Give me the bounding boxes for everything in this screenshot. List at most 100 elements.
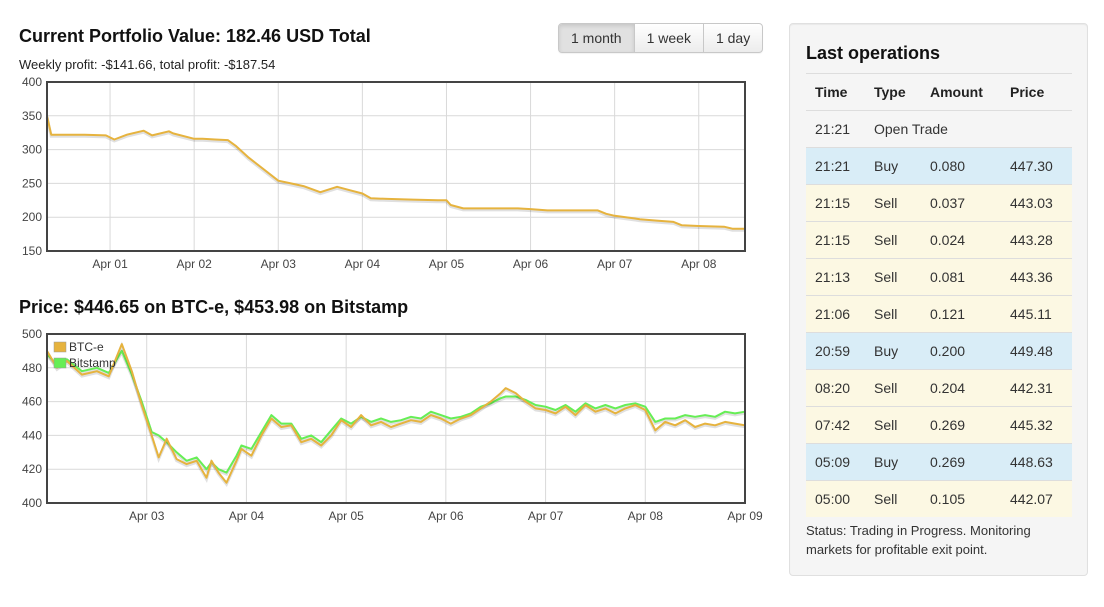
operation-time: 07:42	[806, 406, 865, 444]
operation-type: Sell	[865, 184, 921, 222]
range-1-day-button[interactable]: 1 day	[702, 24, 762, 52]
operation-row: 21:21 Buy 0.080 447.30	[806, 147, 1072, 185]
operation-time: 08:20	[806, 369, 865, 407]
y-tick-label: 420	[22, 462, 42, 476]
y-tick-label: 400	[22, 75, 42, 89]
y-tick-label: 400	[22, 496, 42, 510]
operation-row: 07:42 Sell 0.269 445.32	[806, 406, 1072, 444]
operation-row: 05:00 Sell 0.105 442.07	[806, 480, 1072, 517]
operation-price: 445.11	[1001, 295, 1072, 333]
operation-type: Buy	[865, 147, 921, 185]
operation-row: 21:13 Sell 0.081 443.36	[806, 258, 1072, 296]
operation-price: 443.03	[1001, 184, 1072, 222]
legend-label: BTC-e	[69, 340, 104, 354]
range-button-group: 1 month 1 week 1 day	[558, 23, 764, 53]
column-header-price: Price	[1001, 73, 1072, 111]
operation-amount: 0.081	[921, 258, 1001, 296]
y-tick-label: 350	[22, 109, 42, 123]
y-tick-label: 440	[22, 428, 42, 442]
legend-swatch	[53, 357, 67, 369]
x-tick-label: Apr 04	[229, 509, 265, 523]
y-tick-label: 300	[22, 143, 42, 157]
operation-amount: 0.105	[921, 480, 1001, 517]
column-header-type: Type	[865, 73, 921, 111]
operation-time: 21:06	[806, 295, 865, 333]
x-tick-label: Apr 05	[328, 509, 364, 523]
series-line-btc-e	[46, 343, 746, 484]
operation-price: 448.63	[1001, 443, 1072, 481]
x-tick-label: Apr 07	[528, 509, 564, 523]
operation-time: 21:21	[806, 110, 865, 148]
portfolio-title: Current Portfolio Value: 182.46 USD Tota…	[19, 26, 371, 46]
operation-price: 449.48	[1001, 332, 1072, 370]
operation-row: 05:09 Buy 0.269 448.63	[806, 443, 1072, 481]
x-tick-label: Apr 07	[597, 257, 633, 271]
plot-frame	[46, 333, 746, 504]
operation-amount: 0.204	[921, 369, 1001, 407]
operations-table: Time Type Amount Price 21:21 Open Trade 21…	[806, 73, 1072, 517]
operation-time: 21:15	[806, 221, 865, 259]
operation-amount: 0.037	[921, 184, 1001, 222]
portfolio-profit-text: Weekly profit: -$141.66, total profit: -…	[19, 57, 276, 72]
operation-price: 442.07	[1001, 480, 1072, 517]
operation-amount: 0.269	[921, 406, 1001, 444]
x-tick-label: Apr 08	[628, 509, 664, 523]
x-tick-label: Apr 08	[681, 257, 717, 271]
operation-type: Sell	[865, 221, 921, 259]
series-shadow	[45, 116, 745, 232]
operation-price: 442.31	[1001, 369, 1072, 407]
operation-time: 21:21	[806, 147, 865, 185]
y-tick-label: 480	[22, 361, 42, 375]
operation-type: Sell	[865, 480, 921, 517]
operation-type: Sell	[865, 369, 921, 407]
plot-frame	[46, 81, 746, 252]
series-shadow	[45, 341, 746, 488]
operation-time: 05:09	[806, 443, 865, 481]
y-tick-label: 250	[22, 176, 42, 190]
operation-amount: 0.269	[921, 443, 1001, 481]
operation-row: 21:15 Sell 0.037 443.03	[806, 184, 1072, 222]
operation-type: Sell	[865, 406, 921, 444]
operation-time: 05:00	[806, 480, 865, 517]
trading-status-text: Status: Trading in Progress. Monitoring …	[806, 523, 1031, 557]
legend-swatch	[53, 341, 67, 353]
y-tick-label: 200	[22, 210, 42, 224]
operation-row: 21:15 Sell 0.024 443.28	[806, 221, 1072, 259]
operation-time: 21:15	[806, 184, 865, 222]
range-1-week-button[interactable]: 1 week	[633, 24, 703, 52]
operation-amount: 0.200	[921, 332, 1001, 370]
y-tick-label: 500	[22, 327, 42, 341]
legend-label: Bitstamp	[69, 356, 116, 370]
y-tick-label: 460	[22, 395, 42, 409]
operation-price: 443.36	[1001, 258, 1072, 296]
operation-price: 445.32	[1001, 406, 1072, 444]
x-tick-label: Apr 03	[261, 257, 297, 271]
last-operations-panel: Last operations Time Type Amount Price 2…	[789, 23, 1088, 576]
operation-type: Sell	[865, 258, 921, 296]
operation-row: 21:06 Sell 0.121 445.11	[806, 295, 1072, 333]
portfolio-value-chart: 150 200 250 300 350 400 Apr 01 Apr 02 Apr 03 Apr …	[22, 75, 746, 271]
x-tick-label: Apr 03	[129, 509, 165, 523]
x-tick-label: Apr 05	[429, 257, 465, 271]
operation-type: Buy	[865, 332, 921, 370]
operation-time: 20:59	[806, 332, 865, 370]
series-shadow	[45, 349, 746, 476]
operation-price: 443.28	[1001, 221, 1072, 259]
price-chart: 400 420 440 460 480 500 Apr 03 Apr 04 Apr 05 Apr …	[22, 327, 763, 523]
x-tick-label: Apr 04	[345, 257, 381, 271]
operation-time: 21:13	[806, 258, 865, 296]
operation-row: 21:21 Open Trade	[806, 110, 1072, 148]
x-tick-label: Apr 06	[513, 257, 549, 271]
operation-price: 447.30	[1001, 147, 1072, 185]
operations-header-row: Time Type Amount Price	[806, 73, 1072, 111]
series-line-bitstamp	[46, 349, 746, 474]
range-1-month-button[interactable]: 1 month	[559, 24, 634, 52]
x-tick-label: Apr 01	[92, 257, 128, 271]
operation-type: Open Trade	[865, 110, 1072, 148]
operation-row: 08:20 Sell 0.204 442.31	[806, 369, 1072, 407]
operation-amount: 0.121	[921, 295, 1001, 333]
price-title: Price: $446.65 on BTC-e, $453.98 on Bits…	[19, 297, 409, 317]
operation-row: 20:59 Buy 0.200 449.48	[806, 332, 1072, 370]
operation-amount: 0.024	[921, 221, 1001, 259]
operation-amount: 0.080	[921, 147, 1001, 185]
